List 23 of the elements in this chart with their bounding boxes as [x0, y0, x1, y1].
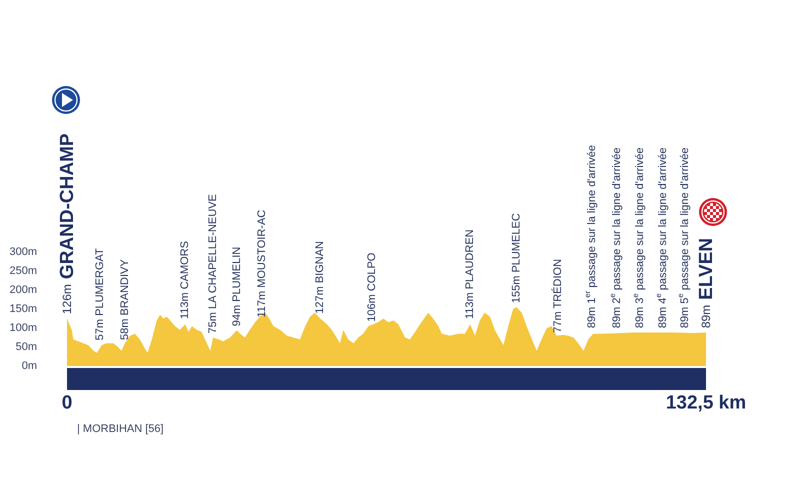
annotation: 75m LA CHAPELLE-NEUVE: [207, 194, 220, 334]
y-tick-label: 300m: [9, 246, 37, 258]
y-tick-label: 50m: [16, 341, 37, 353]
annotation: 155m PLUMELEC: [510, 213, 522, 304]
text: | MORBIHAN [56]: [77, 423, 164, 435]
y-tick-label: 0m: [22, 360, 37, 372]
x-tick-label: 132,5 km: [666, 392, 746, 414]
annotation: 113m PLAUDREN: [464, 229, 476, 320]
annotation: 77m TRÉDION: [550, 258, 564, 333]
y-tick-label: 100m: [9, 322, 37, 334]
annotation: 57m PLUMERGAT: [94, 248, 106, 340]
annotation: 113m CAMORS: [179, 241, 192, 320]
annotation: 94m PLUMELIN: [230, 246, 243, 326]
annotation: 106m COLPO: [366, 252, 378, 322]
y-tick-label: 250m: [9, 265, 37, 277]
y-tick-label: 150m: [9, 303, 37, 315]
y-tick-label: 200m: [9, 284, 37, 296]
annotation: 126m GRAND-CHAMP: [56, 133, 78, 314]
annotation: 117m MOUSTOIR-AC: [256, 210, 268, 318]
annotation: 58m BRANDIVY: [118, 258, 131, 340]
annotation: 89m ELVEN: [696, 238, 716, 328]
annotation: 127m BIGNAN: [314, 240, 326, 314]
x-tick-label: 0: [62, 392, 72, 414]
